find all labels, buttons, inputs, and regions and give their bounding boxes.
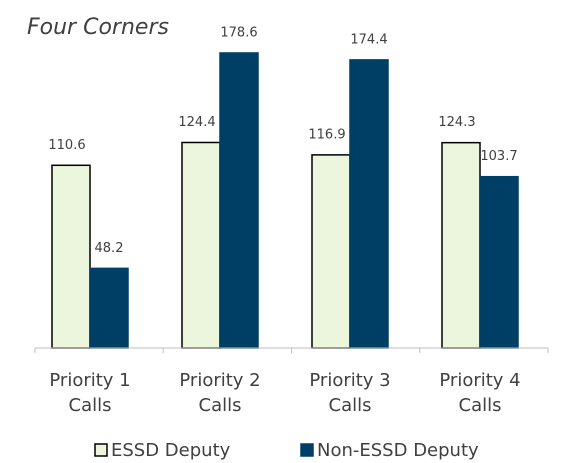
- legend-label: ESSD Deputy: [111, 440, 231, 461]
- bar: [219, 52, 259, 349]
- x-tick-label: Priority 4 Calls: [439, 370, 520, 416]
- data-label: 178.6: [220, 25, 257, 40]
- data-label: 124.3: [438, 115, 475, 130]
- data-label: 103.7: [480, 149, 517, 164]
- legend-swatch: [94, 443, 108, 457]
- data-label: 116.9: [308, 127, 345, 142]
- bar: [479, 175, 519, 349]
- data-label: 48.2: [95, 241, 124, 256]
- legend-label: Non-ESSD Deputy: [317, 440, 479, 461]
- bar: [51, 164, 91, 349]
- x-tick-label: Priority 1 Calls: [49, 370, 130, 416]
- data-label: 174.4: [350, 32, 387, 47]
- bar: [349, 59, 389, 349]
- data-label: 110.6: [48, 138, 85, 153]
- bar: [441, 141, 481, 349]
- x-tick-label: Priority 3 Calls: [309, 370, 390, 416]
- x-tick-label: Priority 2 Calls: [179, 370, 260, 416]
- bar: [89, 267, 129, 349]
- chart-title: Four Corners: [27, 15, 169, 40]
- legend-swatch: [300, 443, 314, 457]
- bar: [311, 154, 351, 349]
- bar: [181, 141, 221, 349]
- data-label: 124.4: [178, 115, 215, 130]
